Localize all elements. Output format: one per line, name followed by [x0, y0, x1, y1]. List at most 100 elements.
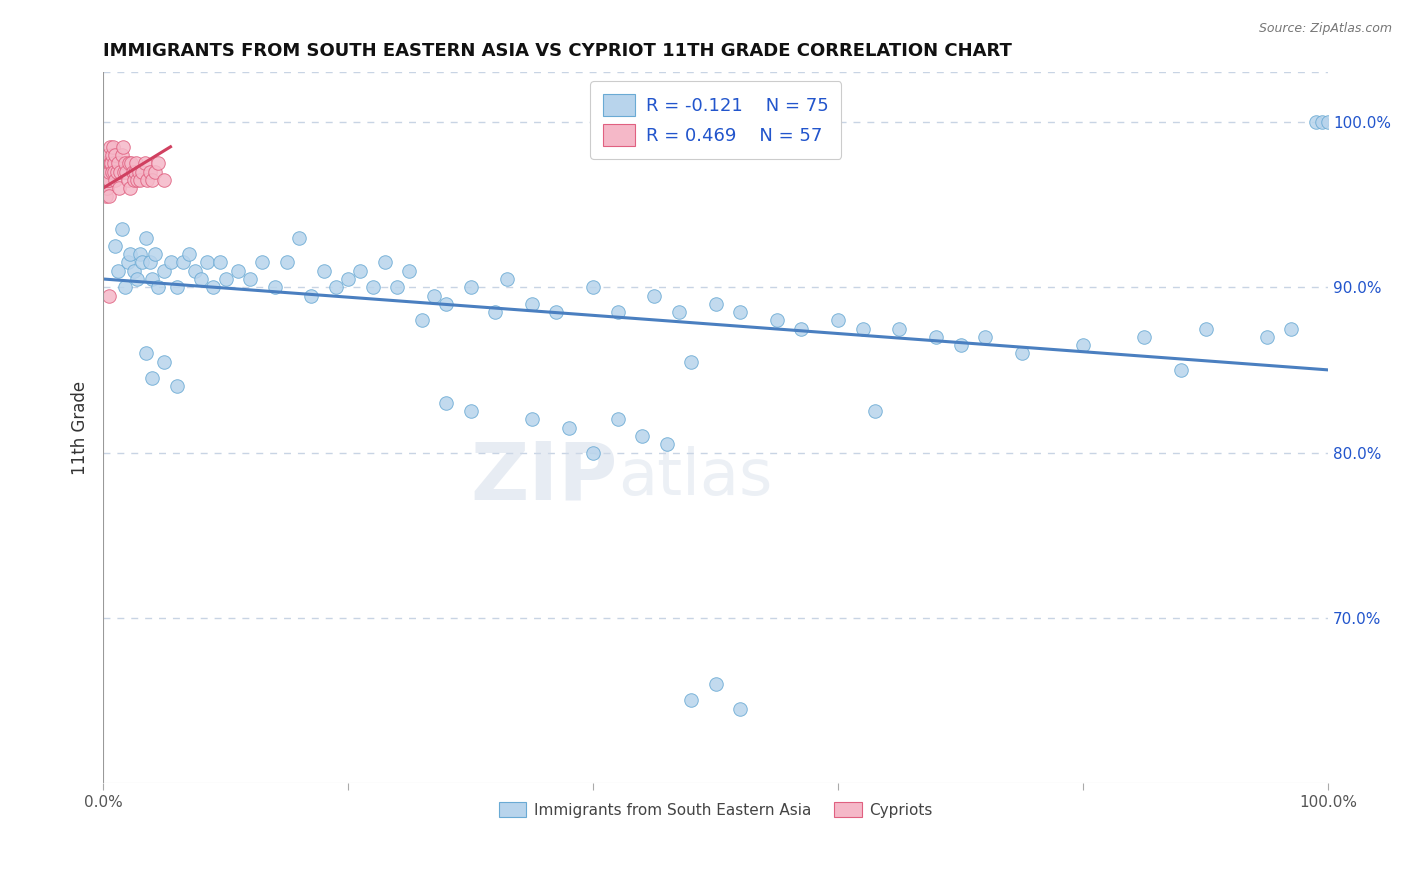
Point: [460, 404, 482, 418]
Text: IMMIGRANTS FROM SOUTH EASTERN ASIA VS CYPRIOT 11TH GRADE CORRELATION CHART: IMMIGRANTS FROM SOUTH EASTERN ASIA VS CY…: [103, 42, 1012, 60]
Point: [949, 338, 972, 352]
Point: [138, 255, 160, 269]
Point: [582, 280, 605, 294]
Point: [94, 189, 117, 203]
Point: [582, 445, 605, 459]
Point: [252, 255, 274, 269]
Point: [98, 164, 121, 178]
Point: [974, 330, 997, 344]
Point: [96, 164, 118, 178]
Point: [143, 164, 166, 178]
Point: [148, 156, 170, 170]
Point: [124, 164, 146, 178]
Point: [1310, 115, 1333, 129]
Point: [94, 164, 117, 178]
Point: [98, 156, 121, 170]
Point: [374, 255, 396, 269]
Point: [1256, 330, 1278, 344]
Point: [97, 189, 120, 203]
Point: [520, 297, 543, 311]
Point: [681, 693, 703, 707]
Point: [460, 280, 482, 294]
Point: [110, 164, 132, 178]
Point: [141, 272, 163, 286]
Point: [704, 297, 727, 311]
Point: [728, 305, 751, 319]
Point: [141, 371, 163, 385]
Point: [114, 280, 136, 294]
Point: [120, 181, 142, 195]
Point: [681, 354, 703, 368]
Point: [1305, 115, 1327, 129]
Point: [925, 330, 948, 344]
Point: [827, 313, 849, 327]
Point: [131, 164, 153, 178]
Point: [276, 255, 298, 269]
Point: [127, 173, 149, 187]
Point: [190, 272, 212, 286]
Point: [112, 164, 135, 178]
Point: [299, 288, 322, 302]
Point: [1317, 115, 1340, 129]
Point: [434, 297, 457, 311]
Point: [101, 148, 124, 162]
Point: [1170, 363, 1192, 377]
Point: [110, 222, 132, 236]
Point: [889, 321, 911, 335]
Point: [128, 173, 150, 187]
Point: [655, 437, 678, 451]
Point: [166, 280, 188, 294]
Point: [104, 173, 127, 187]
Point: [107, 156, 129, 170]
Text: Source: ZipAtlas.com: Source: ZipAtlas.com: [1258, 22, 1392, 36]
Point: [100, 164, 122, 178]
Point: [1194, 321, 1216, 335]
Point: [100, 140, 122, 154]
Point: [122, 173, 145, 187]
Point: [263, 280, 285, 294]
Point: [138, 164, 160, 178]
Point: [704, 677, 727, 691]
Point: [325, 280, 347, 294]
Point: [94, 181, 117, 195]
Point: [96, 156, 118, 170]
Point: [125, 156, 148, 170]
Point: [117, 255, 139, 269]
Point: [606, 305, 628, 319]
Point: [97, 173, 120, 187]
Text: atlas: atlas: [617, 447, 772, 508]
Point: [97, 156, 120, 170]
Text: ZIP: ZIP: [471, 439, 617, 516]
Point: [127, 272, 149, 286]
Point: [107, 264, 129, 278]
Point: [1279, 321, 1302, 335]
Point: [121, 164, 143, 178]
Point: [111, 140, 134, 154]
Point: [128, 247, 150, 261]
Point: [434, 396, 457, 410]
Point: [214, 272, 236, 286]
Point: [120, 156, 142, 170]
Point: [101, 140, 124, 154]
Y-axis label: 11th Grade: 11th Grade: [72, 381, 89, 475]
Point: [202, 280, 225, 294]
Point: [153, 264, 176, 278]
Point: [153, 354, 176, 368]
Point: [520, 412, 543, 426]
Point: [120, 247, 142, 261]
Point: [96, 164, 118, 178]
Point: [103, 156, 125, 170]
Point: [93, 164, 115, 178]
Point: [852, 321, 875, 335]
Point: [208, 255, 231, 269]
Point: [103, 164, 125, 178]
Point: [728, 701, 751, 715]
Point: [385, 280, 408, 294]
Point: [135, 230, 157, 244]
Point: [606, 412, 628, 426]
Point: [135, 346, 157, 360]
Point: [110, 148, 132, 162]
Point: [349, 264, 371, 278]
Point: [104, 148, 127, 162]
Point: [546, 305, 568, 319]
